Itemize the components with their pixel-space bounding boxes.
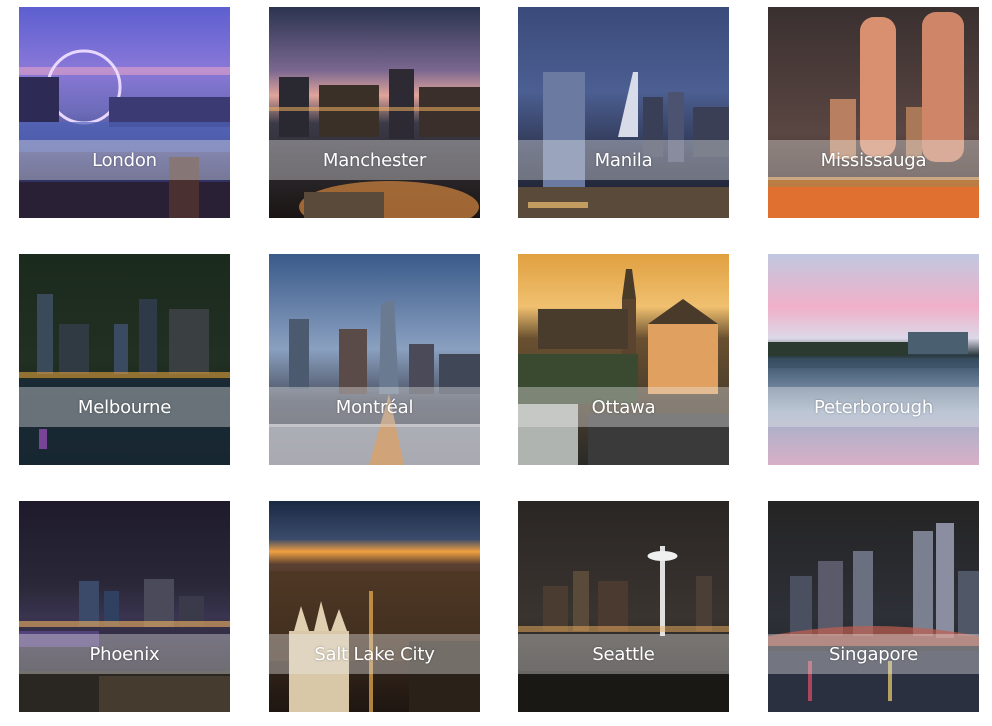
city-tile-salt-lake-city[interactable]: Salt Lake City <box>269 501 480 712</box>
city-caption: Montréal <box>269 387 480 427</box>
salt-lake-city-photo <box>269 501 480 712</box>
peterborough-photo <box>768 254 979 465</box>
city-caption: Mississauga <box>768 140 979 180</box>
city-label: Ottawa <box>591 396 656 418</box>
city-tile-phoenix[interactable]: Phoenix <box>19 501 230 712</box>
mississauga-photo <box>768 7 979 218</box>
city-label: London <box>92 149 157 171</box>
city-tile-melbourne[interactable]: Melbourne <box>19 254 230 465</box>
city-tile-london[interactable]: London <box>19 7 230 218</box>
city-caption: Singapore <box>768 634 979 674</box>
city-label: Mississauga <box>820 149 927 171</box>
city-caption: Seattle <box>518 634 729 674</box>
london-photo <box>19 7 230 218</box>
city-caption: Melbourne <box>19 387 230 427</box>
city-caption: Manchester <box>269 140 480 180</box>
city-tile-peterborough[interactable]: Peterborough <box>768 254 979 465</box>
city-label: Manchester <box>322 149 427 171</box>
city-label: Manila <box>594 149 653 171</box>
city-label: Singapore <box>828 643 918 665</box>
montreal-photo <box>269 254 480 465</box>
city-tile-manila[interactable]: Manila <box>518 7 729 218</box>
seattle-photo <box>518 501 729 712</box>
singapore-photo <box>768 501 979 712</box>
city-label: Salt Lake City <box>314 643 435 665</box>
city-label: Phoenix <box>89 643 160 665</box>
manila-photo <box>518 7 729 218</box>
city-tile-singapore[interactable]: Singapore <box>768 501 979 712</box>
city-tile-montreal[interactable]: Montréal <box>269 254 480 465</box>
city-label: Montréal <box>335 396 414 418</box>
city-caption: Manila <box>518 140 729 180</box>
city-label: Seattle <box>592 643 655 665</box>
city-tile-ottawa[interactable]: Ottawa <box>518 254 729 465</box>
city-caption: Salt Lake City <box>269 634 480 674</box>
ottawa-photo <box>518 254 729 465</box>
melbourne-photo <box>19 254 230 465</box>
city-tile-manchester[interactable]: Manchester <box>269 7 480 218</box>
phoenix-photo <box>19 501 230 712</box>
city-tile-mississauga[interactable]: Mississauga <box>768 7 979 218</box>
city-label: Melbourne <box>77 396 172 418</box>
city-caption: Phoenix <box>19 634 230 674</box>
city-tile-seattle[interactable]: Seattle <box>518 501 729 712</box>
city-caption: London <box>19 140 230 180</box>
city-label: Peterborough <box>813 396 934 418</box>
manchester-photo <box>269 7 480 218</box>
city-caption: Ottawa <box>518 387 729 427</box>
city-caption: Peterborough <box>768 387 979 427</box>
